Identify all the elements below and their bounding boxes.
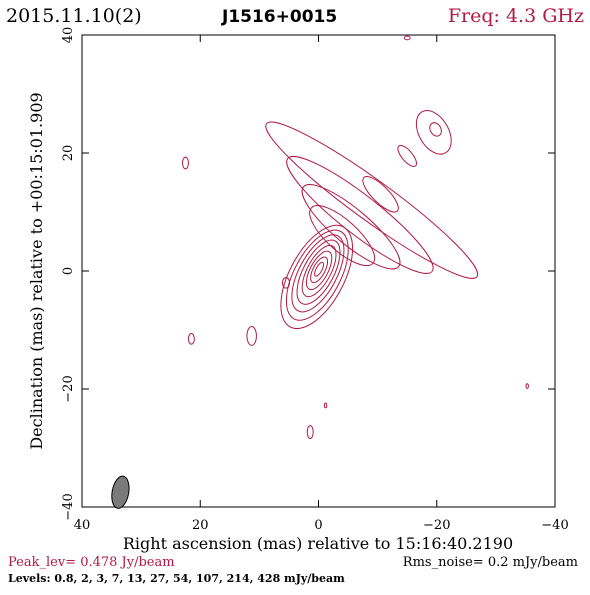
core-contour [285, 229, 349, 321]
y-tick-label: 20 [61, 145, 76, 162]
y-tick-label: −40 [61, 493, 76, 520]
core-contour [296, 239, 341, 305]
epoch-label: 2015.11.10(2) [6, 5, 142, 27]
jet-contour [397, 144, 417, 167]
noise-contour [182, 156, 189, 170]
core-contour [291, 234, 345, 313]
x-tick-label: 20 [192, 518, 209, 533]
peak-level-text: Peak_lev= 0.478 Jy/beam [8, 555, 175, 570]
beam-layer [111, 475, 130, 509]
jet-contour [362, 176, 399, 213]
x-axis-label: Right ascension (mas) relative to 15:16:… [123, 534, 513, 553]
core-contour [305, 250, 333, 291]
jet-contour [309, 205, 376, 267]
x-tick-label: −20 [423, 518, 450, 533]
core-contour [314, 261, 325, 277]
y-tick-label: −20 [61, 375, 76, 402]
noise-contour [281, 276, 291, 289]
frequency-label: Freq: 4.3 GHz [448, 5, 584, 27]
noise-contour [403, 35, 411, 41]
contour-layer [182, 35, 529, 440]
noise-contour [525, 383, 529, 389]
jet-contour [265, 121, 479, 279]
noise-contour [246, 325, 257, 346]
core-contour [310, 256, 329, 284]
restoring-beam [111, 475, 130, 509]
source-name: J1516+0015 [221, 7, 337, 27]
noise-contour [306, 425, 314, 440]
x-tick-label: 40 [74, 518, 91, 533]
noise-contour [187, 333, 195, 345]
jet-contour [301, 184, 401, 270]
noise-contour [323, 402, 328, 409]
jet-contour [429, 122, 442, 137]
plot-frame [81, 34, 556, 508]
y-tick-label: 40 [61, 27, 76, 44]
x-tick-label: −40 [541, 518, 568, 533]
x-tick-label: 0 [314, 518, 322, 533]
axis-ticks [81, 34, 556, 508]
y-axis-label: Declination (mas) relative to +00:15:01.… [27, 92, 46, 449]
core-contour [280, 224, 354, 330]
jet-contour [415, 110, 452, 155]
core-contour [301, 244, 337, 298]
y-tick-label: 0 [61, 267, 76, 275]
contour-levels-text: Levels: 0.8, 2, 3, 7, 13, 27, 54, 107, 2… [8, 572, 345, 585]
rms-noise-text: Rms_noise= 0.2 mJy/beam [403, 555, 578, 570]
